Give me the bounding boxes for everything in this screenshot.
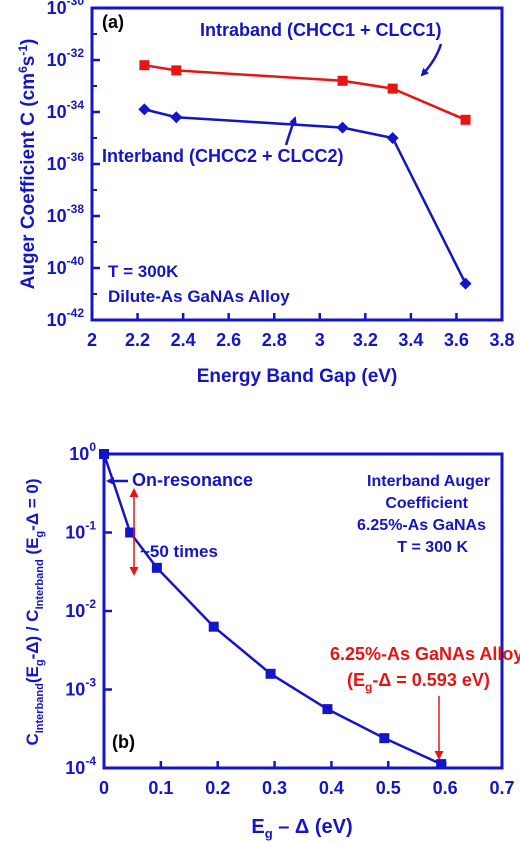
panel-a: 2 2.2 2.4 2.6 2.8 3 3.2 3.4 3.6 3.8 10-3010-3210-… xyxy=(16,0,515,387)
x-tick-label: 2.2 xyxy=(125,330,150,350)
y-tick-label: 10-42 xyxy=(47,306,85,330)
y-tick-label: 10-4 xyxy=(65,754,96,778)
x-tick-label: 0.3 xyxy=(262,778,287,798)
panel-b-on-resonance-label: On-resonance xyxy=(132,470,253,490)
data-point-diamond xyxy=(138,103,151,116)
panel-a-annotation-alloy: Dilute-As GaNAs Alloy xyxy=(108,287,290,306)
panel-b-x-tick-labels: 0 0.1 0.2 0.3 0.4 0.5 0.6 0.7 xyxy=(99,761,515,798)
panel-b-y-tick-labels: 100 10-1 10-2 10-3 10-4 xyxy=(65,440,112,778)
x-tick-label: 3 xyxy=(315,330,325,350)
y-tick-label: 10-32 xyxy=(47,46,85,70)
data-point-square xyxy=(460,114,471,125)
x-tick-label: 0 xyxy=(99,778,109,798)
data-point-square xyxy=(436,759,447,770)
data-point-square xyxy=(337,75,348,86)
data-point-square xyxy=(265,668,276,679)
y-tick-label: 100 xyxy=(69,440,96,464)
data-point-square xyxy=(171,65,182,76)
panel-b-note-line-1: Interband Auger xyxy=(367,473,490,490)
data-point-square xyxy=(322,704,333,715)
panel-b-factor-label: ~50 times xyxy=(140,542,218,561)
x-tick-label: 0.6 xyxy=(433,778,458,798)
x-tick-label: 2.6 xyxy=(216,330,241,350)
x-tick-label: 3.4 xyxy=(398,330,423,350)
y-tick-label: 10-2 xyxy=(65,597,96,621)
series-line-1 xyxy=(144,63,467,121)
data-point-square xyxy=(387,83,398,94)
x-tick-label: 0.1 xyxy=(148,778,173,798)
panel-a-x-axis-title: Energy Band Gap (eV) xyxy=(197,366,398,387)
panel-b: 0 0.1 0.2 0.3 0.4 0.5 0.6 0.7 10010-110-210-310… xyxy=(23,440,520,841)
panel-a-interband-pointer xyxy=(284,116,297,146)
x-tick-label: 0.4 xyxy=(319,778,344,798)
data-point-diamond xyxy=(170,111,183,124)
y-tick-label: 10-40 xyxy=(47,254,85,278)
panel-b-label: (b) xyxy=(112,732,135,752)
data-point-square xyxy=(139,60,150,71)
data-point-square xyxy=(151,562,162,573)
panel-a-label: (a) xyxy=(102,12,124,32)
y-tick-label: 10-3 xyxy=(65,676,96,700)
y-tick-label: 10-1 xyxy=(65,519,96,543)
panel-a-y-axis-title: Auger Coefficient C (cm6s-1) xyxy=(16,39,39,290)
panel-b-y-axis-title: CInterband(Eg-Δ) / CInterband (Eg-Δ = 0) xyxy=(23,478,46,745)
y-tick-label: 10-34 xyxy=(47,98,85,122)
y-tick-label: 10-36 xyxy=(47,150,85,174)
panel-a-intraband-label: Intraband (CHCC1 + CLCC1) xyxy=(200,20,442,40)
panel-a-intraband-pointer xyxy=(420,43,443,77)
panel-a-annotation-temp: T = 300K xyxy=(108,262,179,281)
panel-b-x-axis-title: Eg – Δ (eV) xyxy=(251,816,352,841)
x-tick-label: 0.7 xyxy=(489,778,514,798)
data-point-square xyxy=(208,621,219,632)
x-tick-label: 0.2 xyxy=(205,778,230,798)
panel-a-y-tick-labels: 10-30 10-32 10-34 10-36 10-38 10-40 10-42 xyxy=(47,0,100,330)
panel-b-alloy-label: 6.25%-As GaNAs Alloy xyxy=(330,644,520,664)
data-point-square xyxy=(379,733,390,744)
data-point-square xyxy=(99,449,109,459)
panel-b-note-line-2: Coefficient xyxy=(385,495,468,512)
x-tick-label: 3.8 xyxy=(489,330,514,350)
x-tick-label: 2.8 xyxy=(262,330,287,350)
panel-a-interband-label: Interband (CHCC2 + CLCC2) xyxy=(102,146,344,166)
y-tick-label: 10-38 xyxy=(47,202,85,226)
panel-a-x-tick-labels: 2 2.2 2.4 2.6 2.8 3 3.2 3.4 3.6 3.8 xyxy=(87,313,515,350)
x-tick-label: 2 xyxy=(87,330,97,350)
series-line-2 xyxy=(144,108,467,285)
y-tick-label: 10-30 xyxy=(47,0,85,18)
panel-b-note-line-4: T = 300 K xyxy=(397,539,468,556)
x-tick-label: 2.4 xyxy=(171,330,196,350)
data-point-diamond xyxy=(386,132,399,144)
panel-b-note-line-3: 6.25%-As GaNAs xyxy=(357,517,486,534)
x-tick-label: 3.6 xyxy=(444,330,469,350)
panel-a-series xyxy=(138,60,472,290)
x-tick-label: 3.2 xyxy=(353,330,378,350)
x-tick-label: 0.5 xyxy=(376,778,401,798)
data-point-diamond xyxy=(336,121,349,134)
data-point-diamond xyxy=(459,277,472,290)
panel-b-alloy-value: (Eg-Δ = 0.593 eV) xyxy=(347,670,490,694)
